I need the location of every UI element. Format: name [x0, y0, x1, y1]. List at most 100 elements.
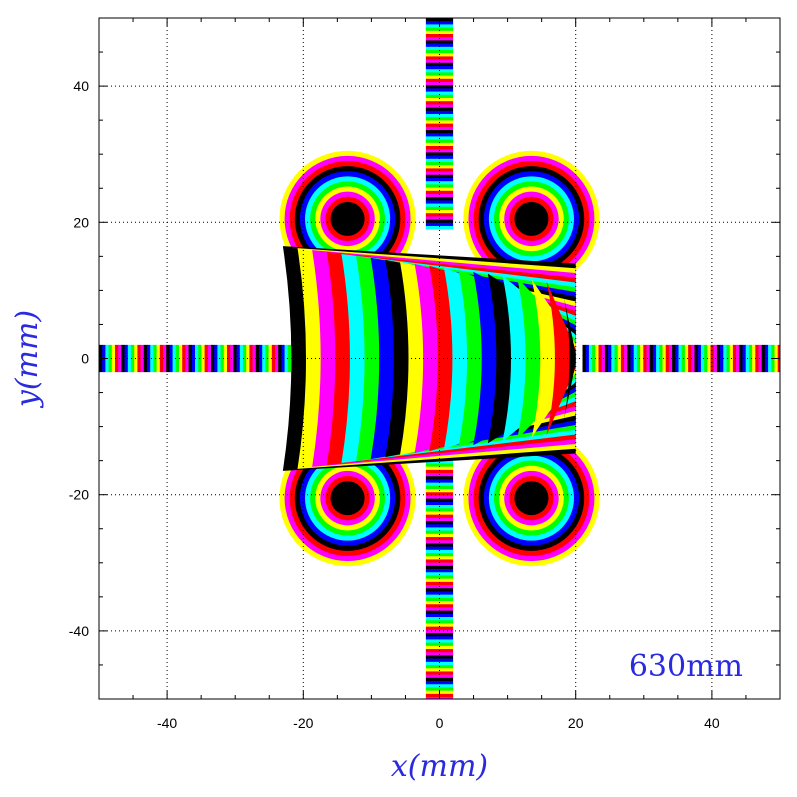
strip-band — [425, 498, 454, 503]
x-tick-label: 20 — [568, 715, 584, 731]
strip-band — [425, 639, 454, 643]
strip-band — [425, 524, 454, 528]
strip-band — [425, 687, 454, 691]
strip-band — [425, 206, 454, 211]
strip-band — [425, 171, 454, 176]
strip-band — [143, 344, 148, 373]
strip-band — [425, 46, 454, 51]
strip-band — [425, 501, 454, 506]
fringe-ring-pattern — [463, 150, 600, 287]
strip-band — [252, 344, 257, 373]
strip-band — [425, 130, 454, 134]
strip-band — [684, 344, 689, 373]
strip-band — [425, 652, 454, 656]
strip-band — [707, 344, 711, 373]
strip-band — [425, 604, 454, 608]
strip-band — [425, 572, 454, 576]
fringe-strip — [425, 18, 454, 230]
strip-band — [236, 344, 241, 373]
strip-band — [425, 146, 454, 150]
strip-band — [425, 178, 454, 182]
strip-band — [425, 27, 454, 32]
strip-band — [425, 591, 454, 595]
strip-band — [425, 66, 454, 70]
strip-band — [124, 344, 129, 373]
strip-band — [425, 514, 454, 519]
strip-band — [742, 344, 747, 373]
strip-band — [723, 344, 727, 373]
strip-band — [271, 344, 276, 373]
strip-band — [425, 107, 454, 112]
strip-band — [425, 620, 454, 624]
strip-band — [425, 210, 454, 214]
strip-band — [425, 511, 454, 515]
strip-band — [643, 344, 647, 373]
strip-band — [425, 203, 454, 208]
strip-band — [752, 344, 756, 373]
strip-band — [425, 485, 454, 490]
strip-band — [425, 597, 454, 602]
strip-band — [425, 636, 454, 640]
strip-band — [425, 527, 454, 531]
strip-band — [732, 344, 737, 373]
strip-band — [425, 668, 454, 672]
strip-band — [604, 344, 609, 373]
strip-band — [425, 588, 454, 592]
x-axis-title: x(mm) — [391, 749, 488, 784]
strip-band — [163, 344, 167, 373]
strip-band — [636, 344, 641, 373]
distance-annotation: 630mm — [629, 649, 743, 684]
strip-band — [259, 344, 263, 373]
strip-band — [425, 190, 454, 195]
fringe-ring-pattern — [463, 430, 600, 567]
crescent-band — [531, 279, 576, 438]
strip-band — [675, 344, 679, 373]
tick-layer — [98, 17, 781, 700]
strip-band — [425, 463, 454, 467]
fringe-ring — [330, 481, 365, 516]
strip-band — [425, 142, 454, 147]
fringe-ring — [330, 201, 365, 236]
strip-band — [627, 344, 631, 373]
strip-band — [191, 344, 196, 373]
strip-band — [425, 594, 454, 599]
strip-band — [425, 578, 454, 583]
strip-band — [704, 344, 708, 373]
strip-band — [672, 344, 676, 373]
strip-band — [630, 344, 635, 373]
strip-band — [425, 575, 454, 579]
strip-band — [425, 75, 454, 80]
strip-band — [255, 344, 260, 373]
strip-band — [691, 344, 695, 373]
strip-band — [425, 155, 454, 160]
strip-band — [678, 344, 683, 373]
strip-band — [425, 674, 454, 679]
strip-band — [592, 344, 596, 373]
x-tick-label: -20 — [293, 715, 313, 731]
strip-band — [764, 344, 769, 373]
strip-band — [425, 174, 454, 179]
strip-band — [425, 530, 454, 535]
strip-band — [425, 469, 454, 474]
strip-band — [662, 344, 667, 373]
strip-band — [425, 43, 454, 48]
strip-band — [425, 556, 454, 560]
strip-band — [716, 344, 721, 373]
fringe-strip — [582, 344, 780, 373]
strip-band — [425, 546, 454, 551]
y-tick-label: 20 — [73, 214, 89, 230]
strip-band — [425, 476, 454, 480]
strip-band — [195, 344, 199, 373]
strip-band — [425, 162, 454, 166]
strip-band — [425, 50, 454, 54]
strip-band — [425, 613, 454, 618]
grid-layer — [99, 18, 780, 699]
strip-band — [156, 344, 161, 373]
strip-band — [159, 344, 164, 373]
tick-label-layer: -40 -20 0 20 40 -40 -20 0 20 40 — [69, 78, 720, 731]
strip-band — [425, 626, 454, 631]
strip-band — [425, 194, 454, 198]
strip-band — [425, 495, 454, 499]
strip-band — [425, 655, 454, 659]
